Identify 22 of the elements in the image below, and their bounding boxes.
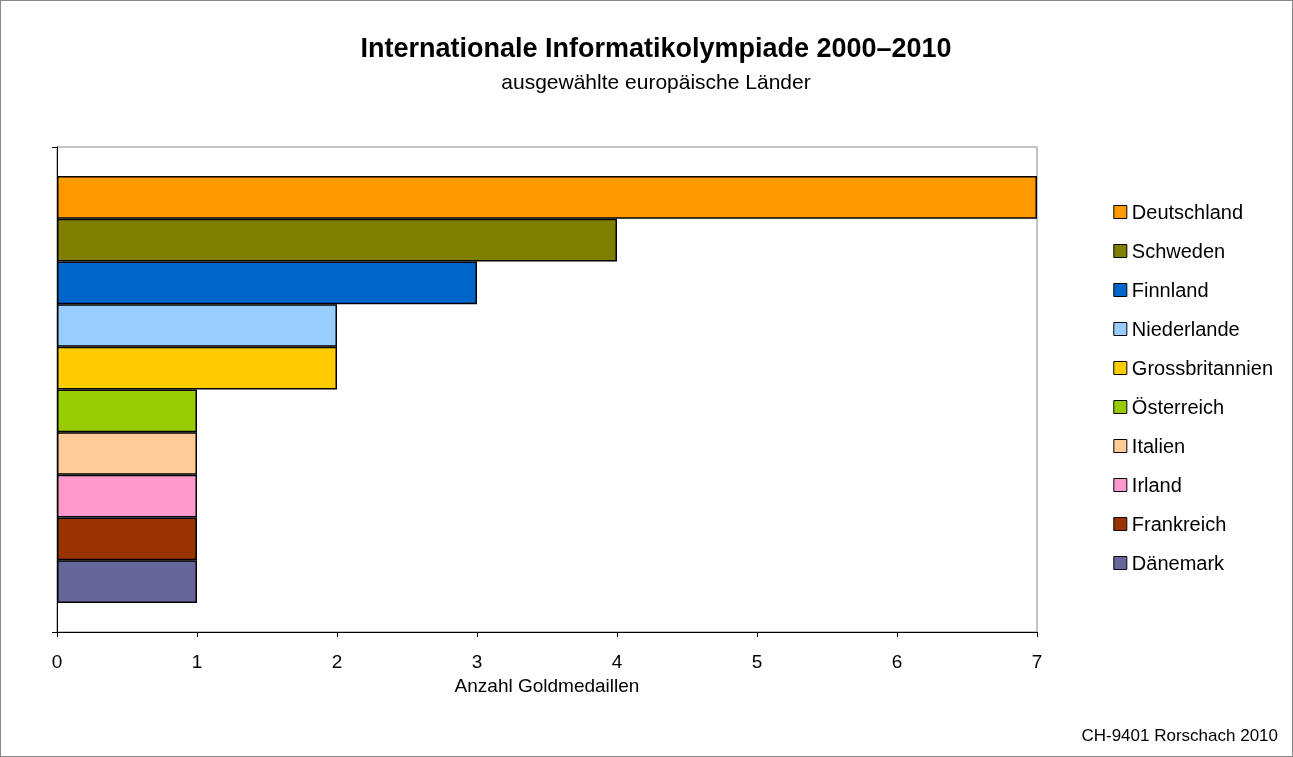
legend-label: Grossbritannien [1131,357,1274,379]
legend-label: Niederlande [1131,318,1240,340]
x-tick-label: 6 [891,651,903,672]
legend-label: Schweden [1131,240,1226,262]
x-axis-title: Anzahl Goldmedaillen [454,674,640,696]
legend-label: Italien [1131,435,1186,457]
legend-label: Frankreich [1131,513,1227,535]
x-tick-label: 3 [471,651,483,672]
text: CH-9401 Rorschach 2010 [1081,726,1279,745]
legend-label: Dänemark [1131,552,1226,574]
x-tick-label: 7 [1031,651,1043,672]
chart-title: Internationale Informatikolympiade 2000–2010 [360,32,952,63]
x-tick-label: 2 [331,651,343,672]
legend-label: Österreich [1131,396,1225,418]
legend-label: Finnland [1131,279,1209,301]
x-tick-label: 5 [751,651,763,672]
legend-label: Deutschland [1131,201,1244,223]
chart-subtitle: ausgewählte europäische Länder [501,70,811,93]
x-tick-label: 1 [191,651,203,672]
x-tick-label: 0 [51,651,63,672]
x-tick-label: 4 [611,651,623,672]
legend-label: Irland [1131,474,1182,496]
